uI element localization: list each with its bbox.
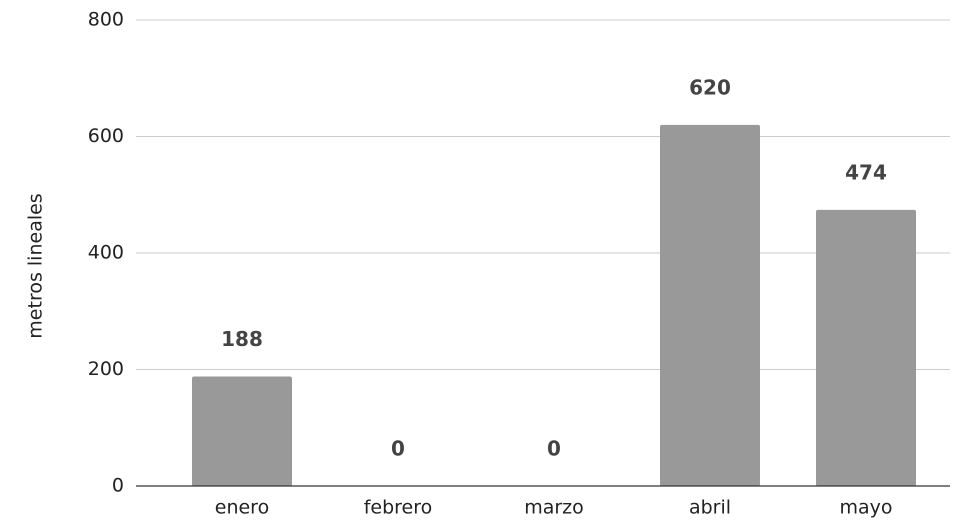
x-tick-label: marzo bbox=[524, 497, 584, 519]
y-tick-label: 800 bbox=[88, 9, 124, 31]
data-label: 0 bbox=[391, 437, 405, 461]
bar bbox=[660, 124, 760, 486]
bar bbox=[816, 209, 916, 486]
y-tick-label: 0 bbox=[112, 475, 124, 497]
data-label: 188 bbox=[221, 327, 263, 351]
data-label: 0 bbox=[547, 437, 561, 461]
x-tick-label: enero bbox=[215, 497, 269, 519]
data-label: 620 bbox=[689, 75, 731, 99]
bar bbox=[192, 376, 292, 486]
x-tick-label: mayo bbox=[839, 497, 892, 519]
y-tick-label: 200 bbox=[88, 358, 124, 380]
y-tick-label: 600 bbox=[88, 125, 124, 147]
data-label: 474 bbox=[845, 160, 887, 184]
y-axis-label: metros lineales bbox=[25, 193, 47, 338]
x-tick-label: febrero bbox=[364, 497, 433, 519]
x-tick-label: abril bbox=[689, 497, 731, 519]
y-tick-label: 400 bbox=[88, 242, 124, 264]
